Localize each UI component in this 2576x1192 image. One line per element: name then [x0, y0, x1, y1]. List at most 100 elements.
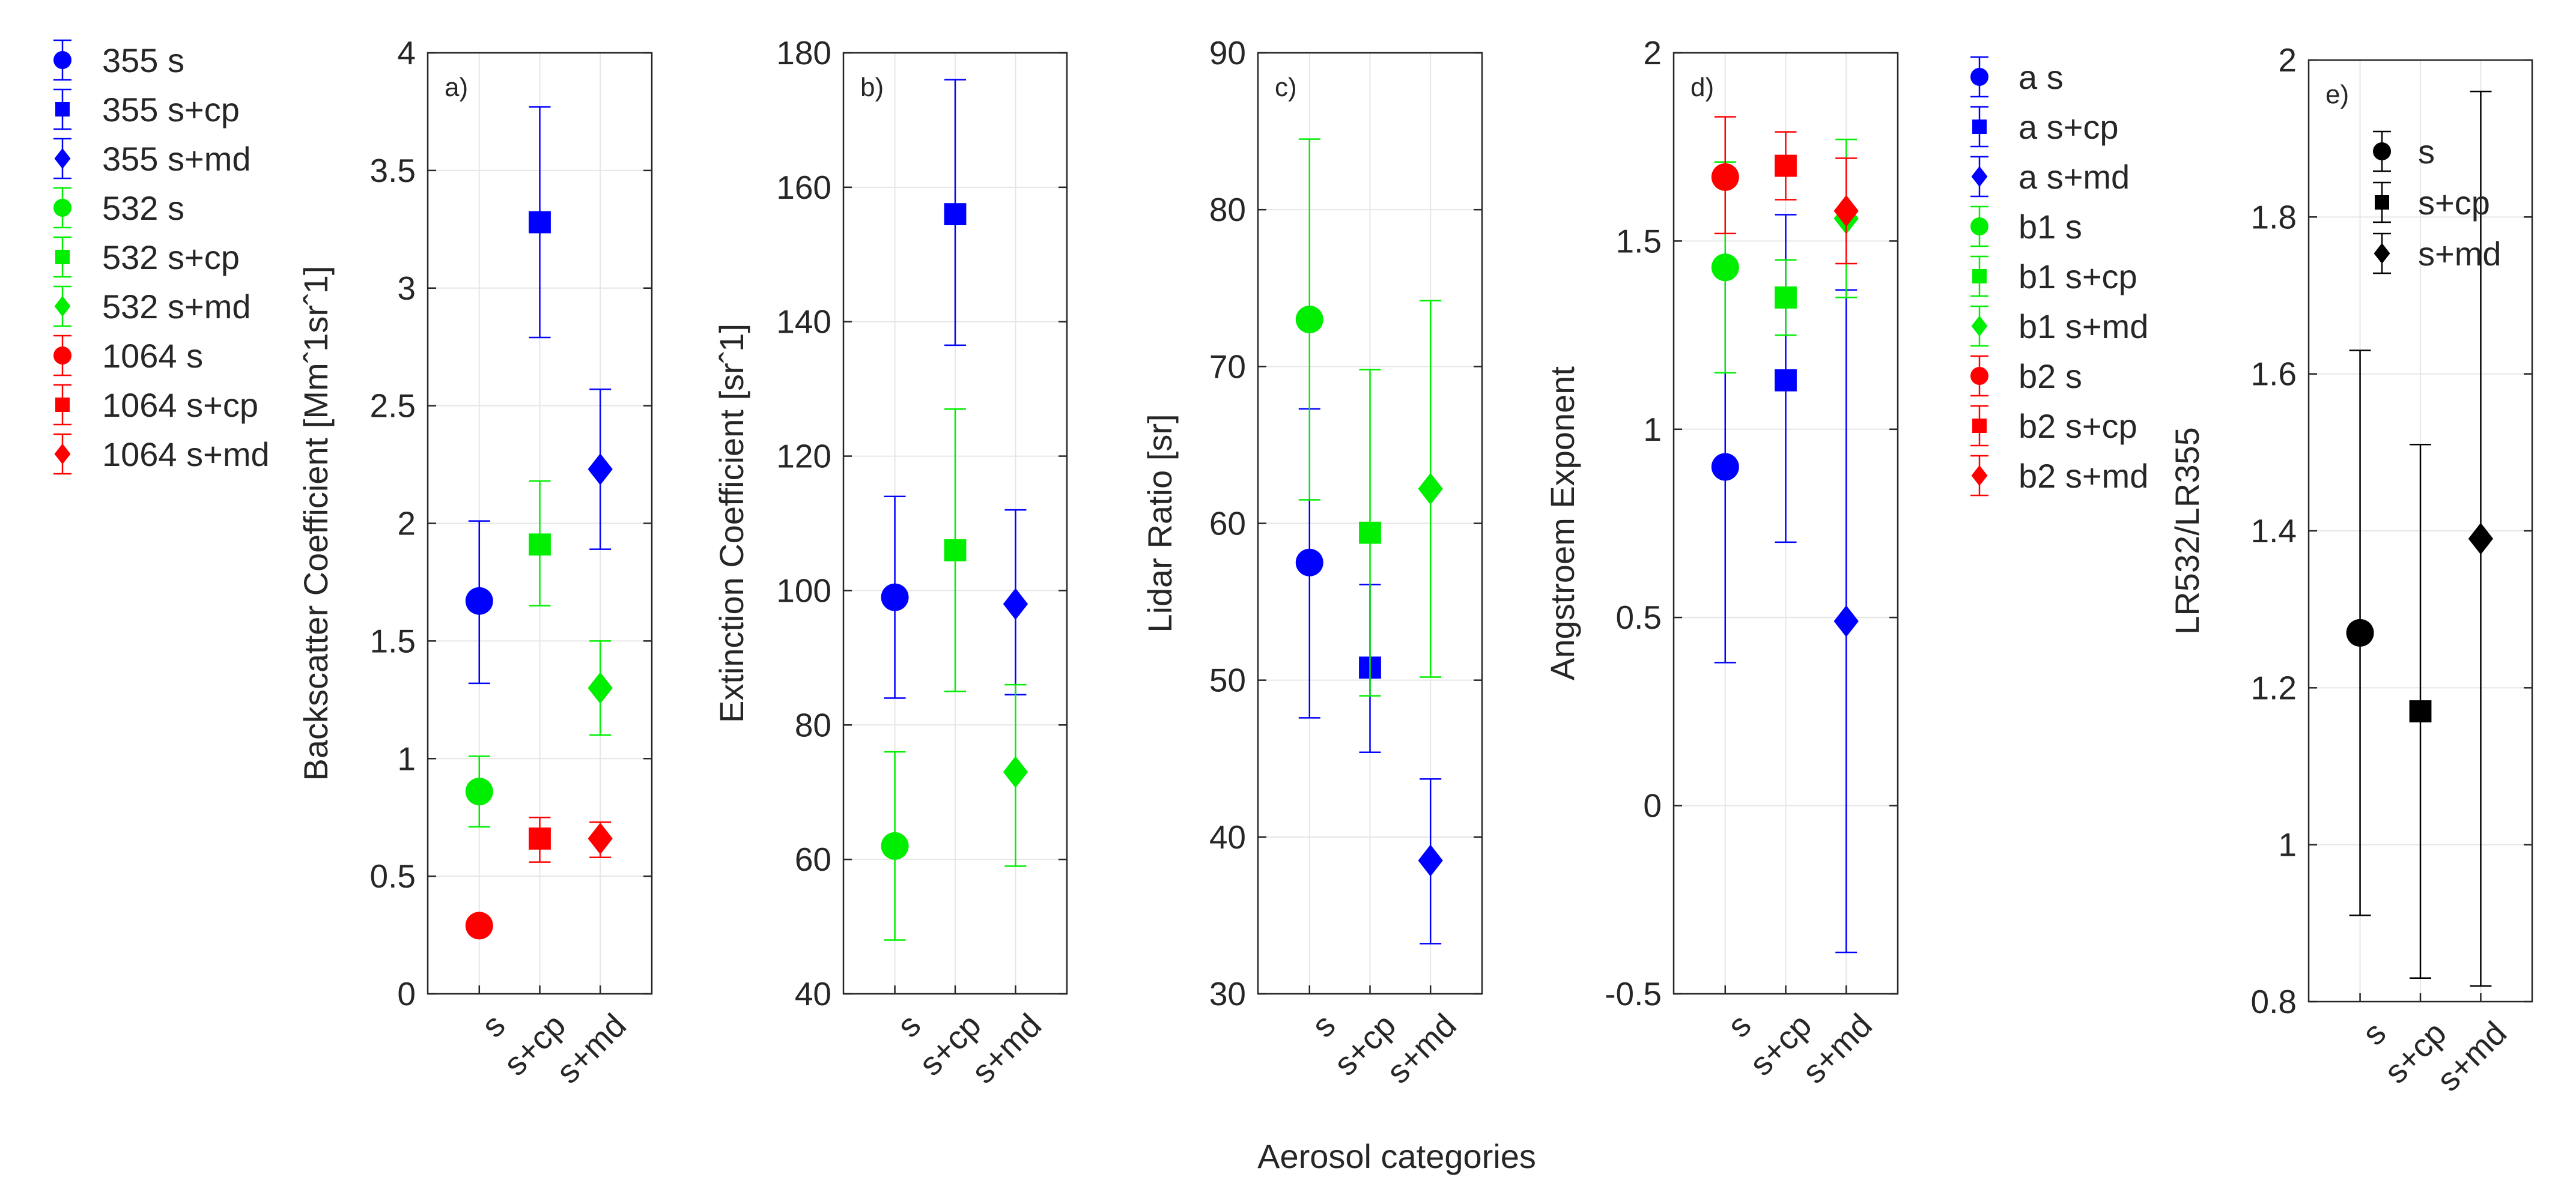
- legend-marker: [55, 102, 70, 116]
- x-tick-label: s+md: [1795, 1006, 1879, 1091]
- y-axis-label: Lidar Ratio [sr]: [1141, 414, 1179, 632]
- series-532-s-md: [588, 640, 613, 736]
- x-tick-label: s: [2355, 1014, 2393, 1052]
- marker-355-s: [881, 583, 909, 611]
- marker-a-s-cp: [1775, 369, 1797, 392]
- y-tick-label: 1: [397, 740, 416, 777]
- y-tick-label: 40: [1209, 818, 1246, 856]
- y-tick-label: 1.5: [370, 622, 416, 659]
- series-s-cp: [2409, 444, 2432, 979]
- y-tick-label: 3: [397, 270, 416, 307]
- series-355-s-md: [588, 388, 613, 550]
- legend-item-b1-s: b1 s: [1970, 205, 2082, 247]
- y-tick-label: 140: [776, 303, 831, 340]
- series-b2-s: [1711, 116, 1739, 235]
- legend-label: b2 s: [2019, 357, 2082, 395]
- y-tick-label: 2: [1643, 34, 1662, 71]
- y-tick-label: 1.8: [2251, 198, 2297, 235]
- marker-355-s: [465, 587, 493, 615]
- panel-letter: a): [445, 73, 468, 102]
- legend-label: 532 s+cp: [102, 238, 240, 276]
- figure-xlabel: Aerosol categories: [1257, 1137, 1536, 1175]
- legend-label: 1064 s: [102, 337, 203, 375]
- legend-label: s+cp: [2418, 184, 2490, 222]
- legend-item-355-s: 355 s: [53, 39, 184, 81]
- legend-marker: [2373, 142, 2391, 160]
- series-532-s-cp: [944, 408, 967, 692]
- legend-item-b2-s-cp: b2 s+cp: [1970, 405, 2137, 447]
- y-tick-label: 1.5: [1616, 222, 1662, 259]
- x-tick-label: s: [474, 1006, 512, 1044]
- x-tick-label: s: [1304, 1006, 1342, 1044]
- y-tick-label: 1.2: [2251, 669, 2297, 706]
- y-tick-label: 90: [1209, 34, 1246, 71]
- y-tick-label: 60: [795, 841, 831, 878]
- y-tick-label: 2: [2278, 41, 2297, 79]
- y-tick-label: 0.5: [1616, 599, 1662, 636]
- legend-left: 355 s 355 s+cp 355 s+md 532 s 532 s+cp 532 s+…: [53, 39, 270, 475]
- y-tick-label: 60: [1209, 505, 1246, 542]
- marker-532-s-cp: [529, 533, 551, 556]
- legend-label: b1 s+md: [2019, 307, 2148, 345]
- x-tick-label: s+md: [1379, 1006, 1463, 1091]
- legend-label: 532 s+md: [102, 288, 251, 325]
- x-tick-label: s+md: [2429, 1014, 2514, 1098]
- legend-label: 355 s: [102, 41, 184, 79]
- legend-ratio: s s+cp s+md: [2373, 130, 2502, 274]
- marker-b1-s: [1711, 253, 1739, 282]
- panel-letter: b): [860, 73, 884, 102]
- legend-label: s+md: [2418, 235, 2502, 273]
- legend-marker: [54, 148, 71, 169]
- legend-item-1064-s-cp: 1064 s+cp: [53, 384, 258, 426]
- y-tick-label: 50: [1209, 662, 1246, 699]
- marker-a-s: [1711, 453, 1739, 481]
- legend-marker: [1972, 269, 1987, 283]
- legend-label: b2 s+cp: [2019, 407, 2137, 445]
- y-tick-label: 30: [1209, 975, 1246, 1012]
- series-1064-s-md: [588, 821, 613, 859]
- y-tick-label: 180: [776, 34, 831, 71]
- y-tick-label: 2.5: [370, 387, 416, 425]
- series-355-s-cp: [944, 79, 967, 346]
- legend-item-355-s-cp: 355 s+cp: [53, 88, 240, 130]
- legend-label: a s: [2019, 58, 2064, 96]
- marker-355-s: [1295, 548, 1323, 576]
- marker-532-s: [881, 832, 909, 860]
- series-355-s-md: [1418, 778, 1443, 945]
- series-532-s: [881, 751, 909, 941]
- legend-label: a s+cp: [2019, 108, 2119, 146]
- legend-item-532-s: 532 s: [53, 187, 184, 229]
- y-tick-label: 40: [795, 975, 831, 1012]
- y-tick-label: 0.8: [2251, 983, 2297, 1020]
- legend-item-1064-s-md: 1064 s+md: [53, 433, 270, 475]
- series-s-md: [2468, 91, 2494, 987]
- marker-b1-s-cp: [1775, 286, 1797, 309]
- legend-label: 1064 s+cp: [102, 386, 258, 424]
- y-axis-label: LR532/LR355: [2168, 427, 2206, 635]
- legend-marker: [1970, 217, 1988, 235]
- series-s: [2346, 349, 2374, 916]
- y-axis-label: Angstroem Exponent: [1543, 366, 1581, 680]
- legend-item-a-s-cp: a s+cp: [1970, 106, 2119, 148]
- x-tick-label: s+md: [549, 1006, 633, 1091]
- legend-marker: [1972, 120, 1987, 134]
- legend-label: b2 s+md: [2019, 457, 2148, 495]
- y-tick-label: 1: [2278, 826, 2297, 864]
- y-tick-label: 80: [795, 706, 831, 743]
- series-b2-s-md: [1833, 157, 1859, 265]
- series-532-s: [1295, 138, 1323, 501]
- chart-panel-e: 0.8 1 1.2 1.4 1.6 1.8 2 s s+cp s+md e) LR532/LR355: [2168, 41, 2533, 1098]
- legend-item-355-s-md: 355 s+md: [53, 138, 251, 180]
- series-532-s-md: [1003, 683, 1028, 867]
- marker-532-s: [465, 778, 493, 806]
- panel-letter: d): [1690, 73, 1714, 102]
- y-tick-label: -0.5: [1605, 975, 1662, 1012]
- legend-label: a s+md: [2019, 158, 2130, 196]
- legends: 355 s 355 s+cp 355 s+md 532 s 532 s+cp 532 s+…: [53, 39, 2502, 497]
- marker-355-s-cp: [529, 211, 551, 234]
- series-1064-s: [465, 912, 493, 940]
- legend-item-532-s-md: 532 s+md: [53, 285, 251, 327]
- legend-item-s: s: [2373, 130, 2435, 172]
- legend-marker: [1971, 166, 1988, 187]
- panel-letter: c): [1275, 73, 1297, 102]
